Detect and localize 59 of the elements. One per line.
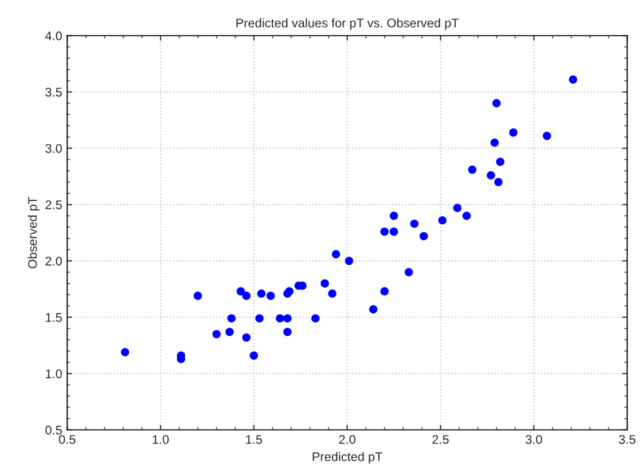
- point: [332, 250, 340, 258]
- point: [390, 227, 398, 236]
- x-tick-label: 1.0: [152, 435, 169, 444]
- point: [490, 138, 499, 147]
- point: [468, 166, 476, 174]
- x-tick-label: 2.5: [432, 435, 449, 444]
- point: [225, 328, 234, 336]
- point: [255, 314, 264, 323]
- x-tick-label: 0.5: [59, 435, 76, 444]
- y-tick-label: 4.0: [45, 31, 62, 40]
- point: [320, 279, 329, 288]
- y-tick-label: 2.5: [46, 200, 62, 210]
- point: [509, 128, 518, 137]
- point: [311, 314, 320, 323]
- point: [420, 232, 428, 240]
- point: [380, 287, 389, 296]
- point: [344, 256, 354, 266]
- y-tick-label: 0.5: [45, 426, 62, 435]
- point: [496, 158, 504, 166]
- point: [283, 314, 292, 323]
- point: [486, 171, 496, 180]
- point: [438, 216, 447, 225]
- x-tick-label: 3.0: [526, 435, 542, 444]
- point: [453, 204, 462, 212]
- point: [266, 292, 275, 300]
- y-tick-label: 1.0: [46, 369, 62, 378]
- point: [568, 75, 578, 84]
- point: [120, 348, 130, 356]
- x-tick-label: 1.5: [246, 435, 262, 444]
- x-tick-label: 3.5: [618, 435, 636, 444]
- y-tick-label: 3.5: [45, 88, 62, 97]
- point: [194, 292, 202, 300]
- y-axis-title: Observed pT: [28, 196, 40, 268]
- point: [242, 333, 251, 342]
- point: [404, 268, 413, 276]
- point: [494, 178, 503, 186]
- point: [283, 328, 292, 336]
- point: [390, 212, 398, 220]
- point: [285, 287, 294, 296]
- point: [212, 330, 221, 338]
- chart-title: Predicted values for pT vs. Observed pT: [236, 18, 459, 30]
- y-tick-label: 1.5: [46, 313, 62, 322]
- point: [328, 289, 336, 298]
- point: [492, 99, 501, 108]
- point: [410, 220, 419, 228]
- point: [542, 132, 552, 140]
- y-tick-label: 2.0: [46, 256, 62, 266]
- point: [276, 314, 284, 323]
- point: [380, 227, 389, 236]
- x-tick-label: 2.0: [339, 435, 356, 444]
- point: [257, 289, 266, 298]
- x-axis-title: Predicted pT: [312, 452, 382, 464]
- point: [369, 305, 378, 314]
- point: [227, 314, 236, 323]
- y-tick-label: 3.0: [45, 144, 62, 153]
- point: [242, 292, 251, 300]
- point: [462, 212, 471, 220]
- point: [250, 351, 258, 360]
- point: [236, 287, 245, 296]
